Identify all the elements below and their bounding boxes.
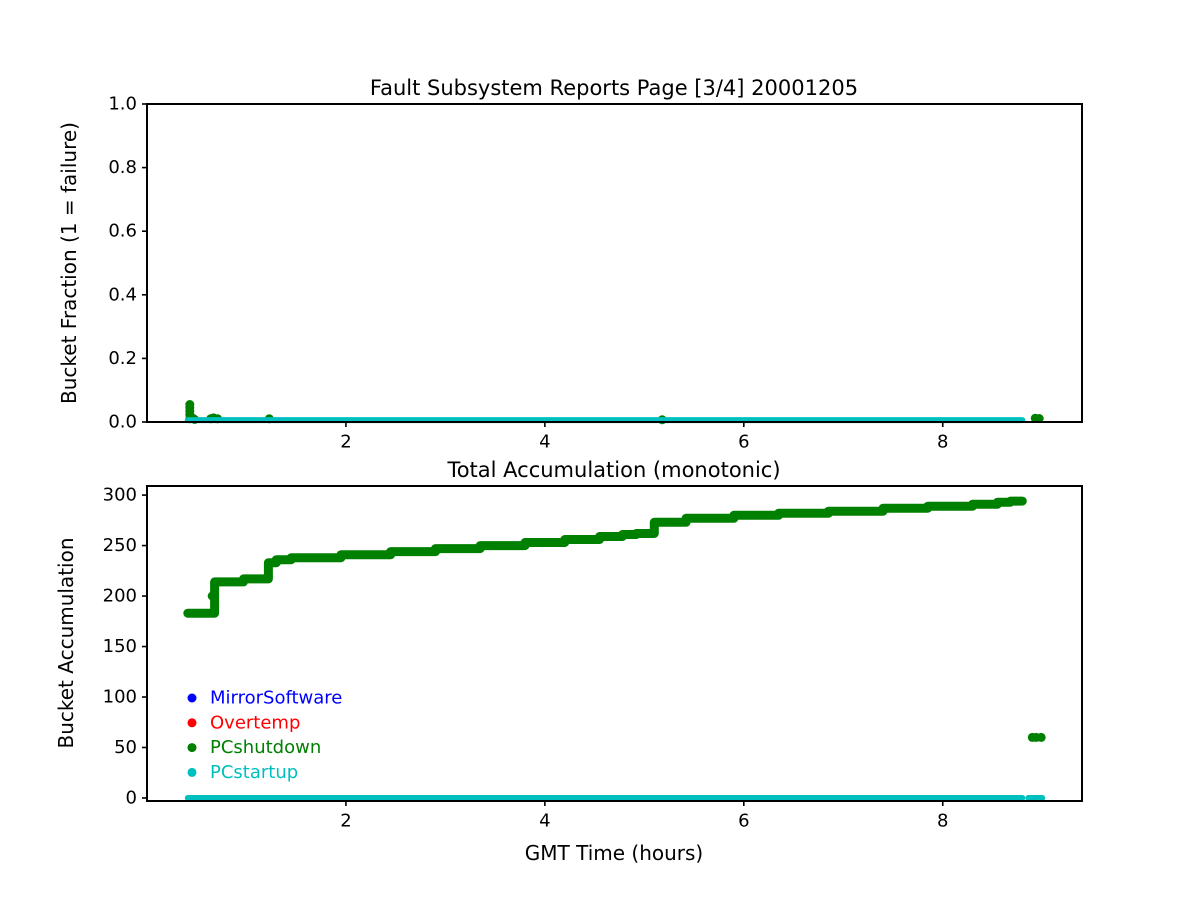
series-point-PCshutdown <box>185 400 195 409</box>
axes-frame <box>146 103 1083 423</box>
y-tick-label: 300 <box>103 485 137 506</box>
legend-label-PCstartup: PCstartup <box>210 762 298 783</box>
series-point-PCshutdown <box>1034 414 1044 423</box>
y-tick-label: 0.6 <box>108 221 137 242</box>
x-tick-label: 2 <box>340 811 351 832</box>
y-tick-label: 0.8 <box>108 157 137 178</box>
series-point-PCshutdown-isolated <box>1036 732 1046 742</box>
legend-marker-MirrorSoftware <box>187 693 197 703</box>
y-tick-label: 0.4 <box>108 284 137 305</box>
x-tick-label: 4 <box>539 811 550 832</box>
y-tick-label: 1.0 <box>108 94 137 115</box>
accumulation-plot: 2 4 6 8 0 50 100 150 200 250 300 MirrorSoftware Over… <box>103 485 1083 832</box>
legend-marker-PCshutdown <box>187 743 197 753</box>
y-tick-label: 0.0 <box>108 412 137 433</box>
y-tick-label: 50 <box>114 737 137 758</box>
y-tick-label: 0.2 <box>108 348 137 369</box>
legend-marker-Overtemp <box>187 718 197 728</box>
x-axis-label: GMT Time (hours) <box>525 841 703 865</box>
legend-label-Overtemp: Overtemp <box>210 712 300 733</box>
y-tick-label: 200 <box>103 586 137 607</box>
legend-marker-PCstartup <box>187 767 197 777</box>
legend-label-PCshutdown: PCshutdown <box>210 737 321 758</box>
bottom-plot-title: Total Accumulation (monotonic) <box>446 458 780 482</box>
x-tick-label: 4 <box>539 432 550 453</box>
y-tick-label: 0 <box>126 787 137 808</box>
x-tick-label: 2 <box>340 432 351 453</box>
y-axis-label-bottom: Bucket Accumulation <box>54 537 78 748</box>
top-plot-title: Fault Subsystem Reports Page [3/4] 20001… <box>370 76 858 100</box>
legend-label-MirrorSoftware: MirrorSoftware <box>210 688 342 709</box>
series-point-PCshutdown-isolated <box>207 591 217 601</box>
x-tick-label: 6 <box>738 432 749 453</box>
y-axis-label-top: Bucket Fraction (1 = failure) <box>57 122 81 404</box>
x-tick-label: 8 <box>937 811 948 832</box>
y-tick-label: 100 <box>103 687 137 708</box>
series-PCshutdown <box>183 496 1027 618</box>
x-tick-label: 8 <box>937 432 948 453</box>
legend: MirrorSoftware Overtemp PCshutdown PCstartu… <box>187 688 342 783</box>
y-tick-label: 150 <box>103 636 137 657</box>
x-tick-label: 6 <box>738 811 749 832</box>
axes-frame <box>146 485 1083 802</box>
y-tick-label: 250 <box>103 535 137 556</box>
fraction-plot: 2 4 6 8 0.0 0.2 0.4 0.6 0.8 1.0 <box>108 94 1083 453</box>
